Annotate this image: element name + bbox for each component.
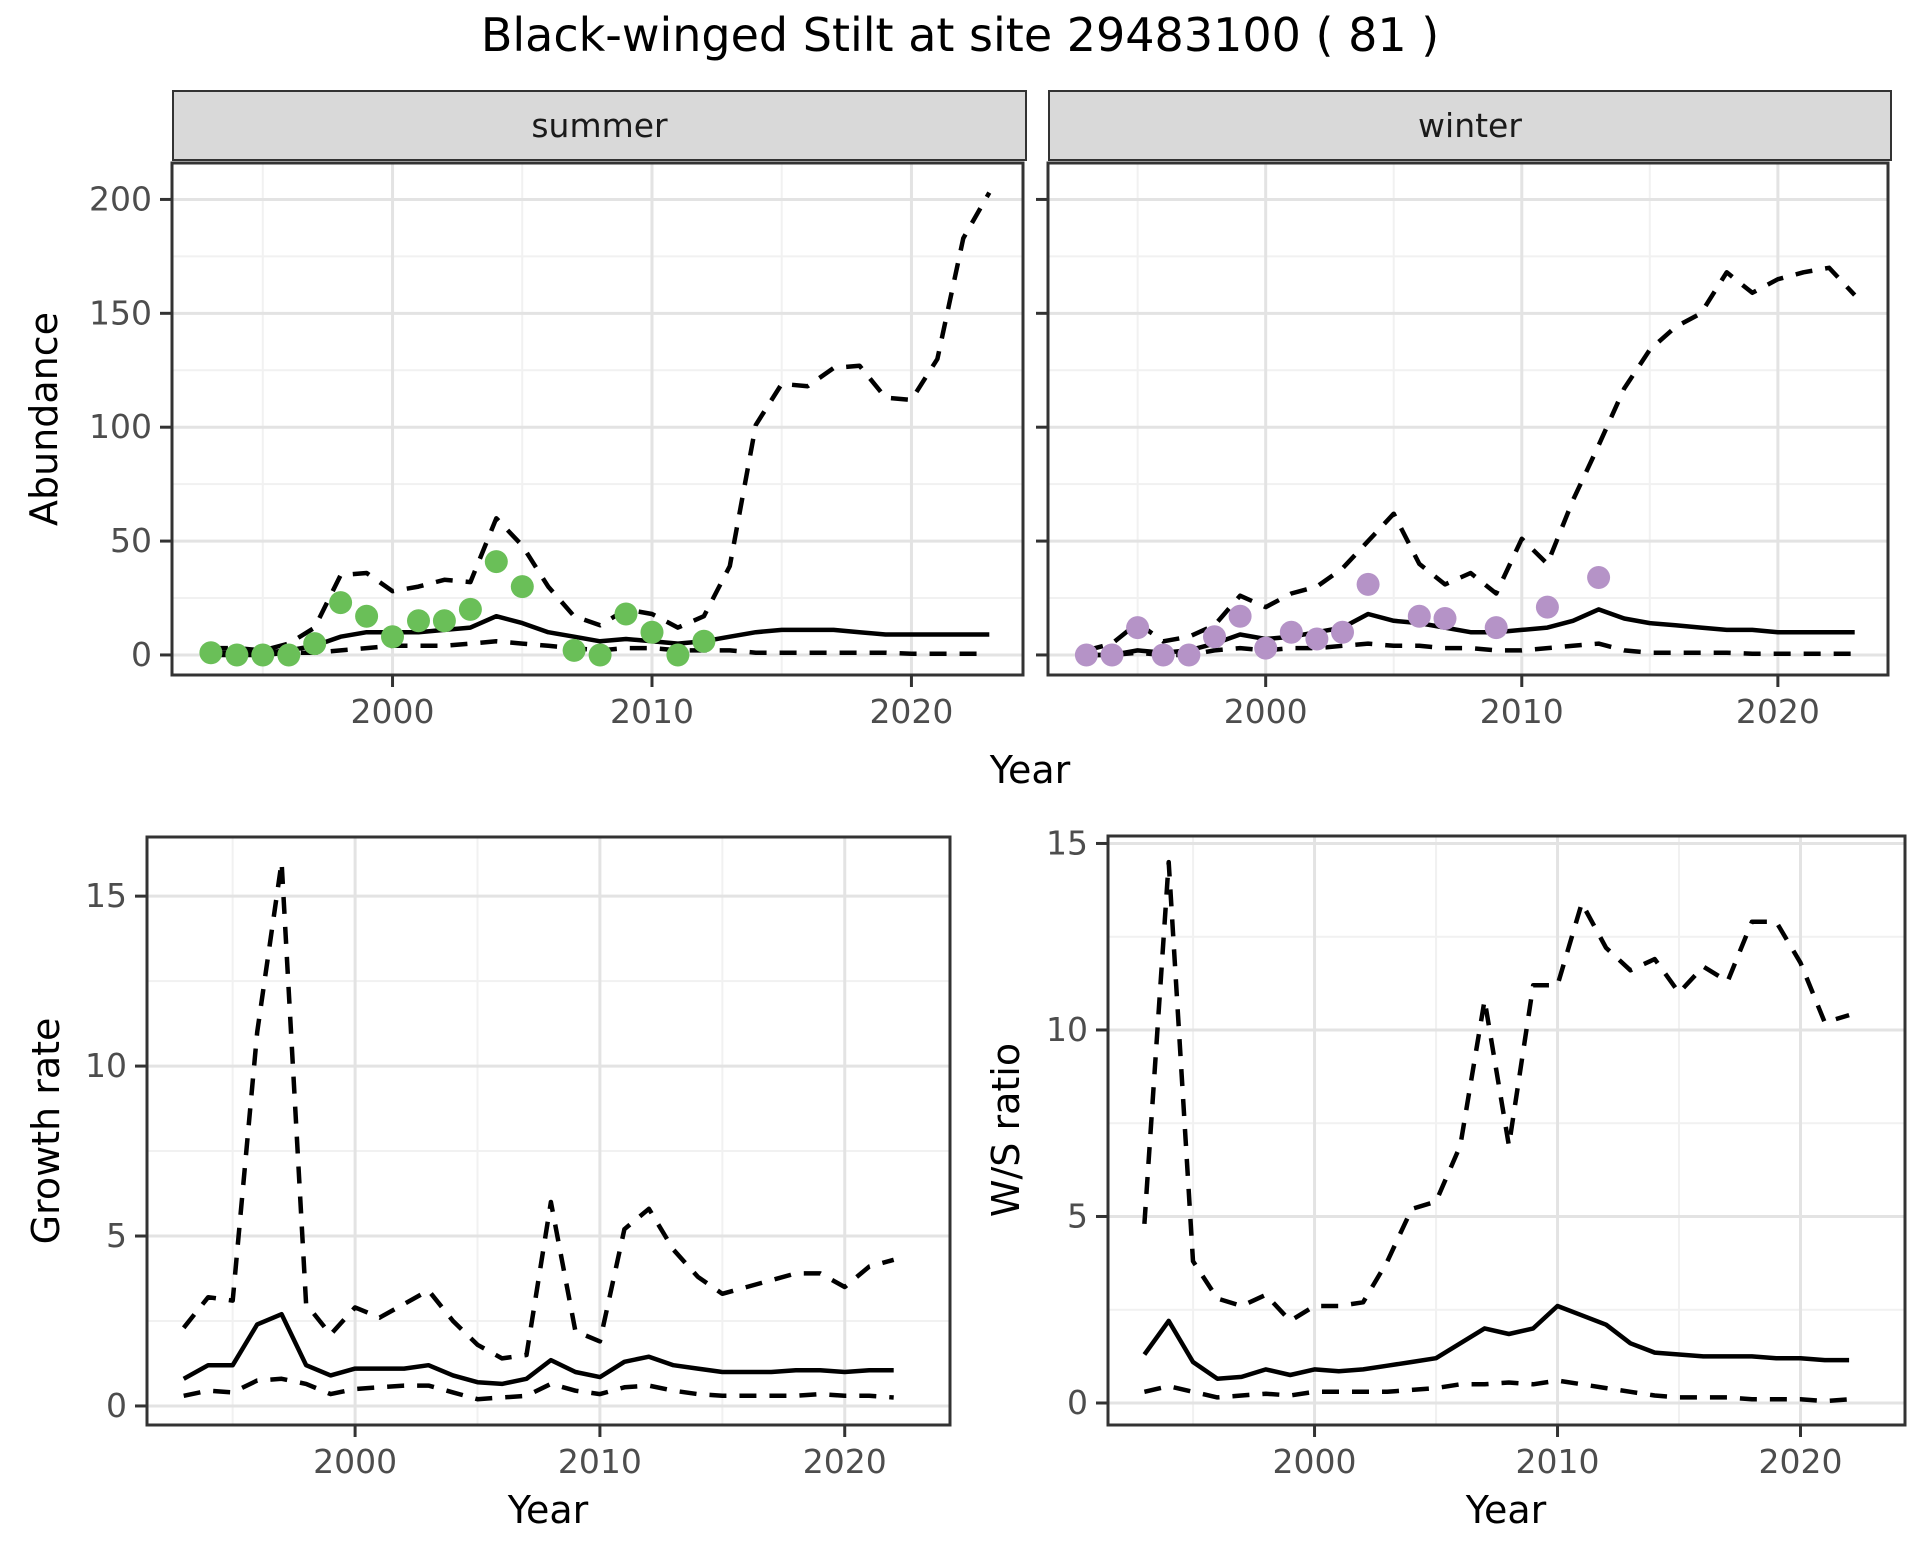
x-tick-label: 2010 [1516,1442,1600,1481]
panel-background [1048,163,1888,675]
panel-background [172,163,1023,675]
y-tick-label: 0 [131,635,152,674]
y-tick-label: 10 [85,1046,127,1085]
data-point [355,604,379,628]
data-point [510,575,534,599]
y-tick-label: 200 [89,179,152,218]
facet-strip-summer-label: summer [531,106,668,145]
facet-strip-winter: winter [1048,90,1892,161]
x-tick-label: 2010 [610,692,694,731]
data-point [1587,566,1611,589]
data-point [1254,636,1278,660]
data-point [1433,607,1457,630]
data-point [1177,643,1201,667]
y-tick-label: 150 [89,293,152,332]
y-axis-title-ws-ratio: W/S ratio [984,1042,1028,1218]
y-tick-label: 0 [1067,1383,1088,1422]
data-point [1279,620,1303,644]
x-tick-label: 2010 [1480,692,1564,731]
data-point [1305,627,1329,651]
data-point [1100,643,1124,667]
data-point [484,550,508,574]
facet-strip-winter-label: winter [1418,106,1522,145]
y-tick-label: 0 [106,1386,127,1425]
data-point [1535,595,1559,619]
data-point [692,629,716,653]
data-point [1228,604,1252,628]
x-tick-label: 2020 [803,1442,887,1481]
x-tick-label: 2020 [869,692,953,731]
series-ci-lower-95-ci [183,1376,894,1402]
data-point [1126,616,1150,640]
y-tick-label: 10 [1046,1010,1088,1049]
series-ci-upper-95-ci [1085,265,1857,653]
y-tick-label: 15 [1046,823,1088,862]
series-ci-lower-95-ci [1086,641,1855,658]
x-tick-label: 2000 [313,1442,397,1481]
data-point [1203,625,1226,649]
data-point [588,643,612,667]
series-median [182,1311,894,1387]
page-title: Black-winged Stilt at site 29483100 ( 81… [480,8,1440,62]
panel-border [145,835,952,1427]
data-point [562,638,586,662]
x-tick-label: 2010 [558,1442,642,1481]
panel-border [170,161,1025,677]
x-tick-label: 2000 [351,692,435,731]
y-tick-label: 15 [85,876,127,915]
data-point [1484,616,1508,640]
x-tick-label: 2020 [1759,1442,1843,1481]
x-axis-title-year-top: Year [989,748,1071,792]
data-point [1356,572,1380,596]
data-point [1407,604,1431,628]
x-tick-label: 2020 [1736,692,1820,731]
x-axis-title-year-bottom-left: Year [507,1488,589,1532]
data-point [640,620,664,644]
y-axis-title-abundance: Abundance [22,311,66,527]
data-point [225,643,249,667]
panel-border [1046,161,1890,677]
data-point [1151,643,1175,667]
x-tick-label: 2000 [1273,1442,1357,1481]
facet-strip-summer: summer [172,90,1027,161]
data-point [666,643,690,667]
data-point [614,602,638,626]
data-point [199,641,223,665]
panel-border [1106,834,1907,1427]
data-point [407,609,430,633]
y-tick-label: 50 [110,521,152,560]
data-point [458,597,482,621]
series-ci-upper-95-ci [210,191,992,653]
y-axis-title-growth-rate: Growth rate [24,1017,68,1245]
series-median [1142,1303,1850,1381]
data-point [329,591,353,615]
data-point [277,643,301,667]
y-tick-label: 100 [89,407,152,446]
data-point [251,643,275,667]
panel-background [147,837,950,1425]
series-ci-upper-95-ci [1142,859,1850,1324]
data-point [432,609,456,633]
x-axis-title-year-bottom-right: Year [1465,1488,1547,1532]
y-tick-label: 5 [106,1216,127,1255]
data-point [1331,620,1354,644]
data-point [303,632,327,656]
y-tick-label: 5 [1067,1196,1088,1235]
series-median [210,613,990,655]
series-ci-upper-95-ci [181,859,895,1361]
data-point [1074,643,1098,667]
data-point [381,625,404,649]
x-tick-label: 2000 [1224,692,1308,731]
